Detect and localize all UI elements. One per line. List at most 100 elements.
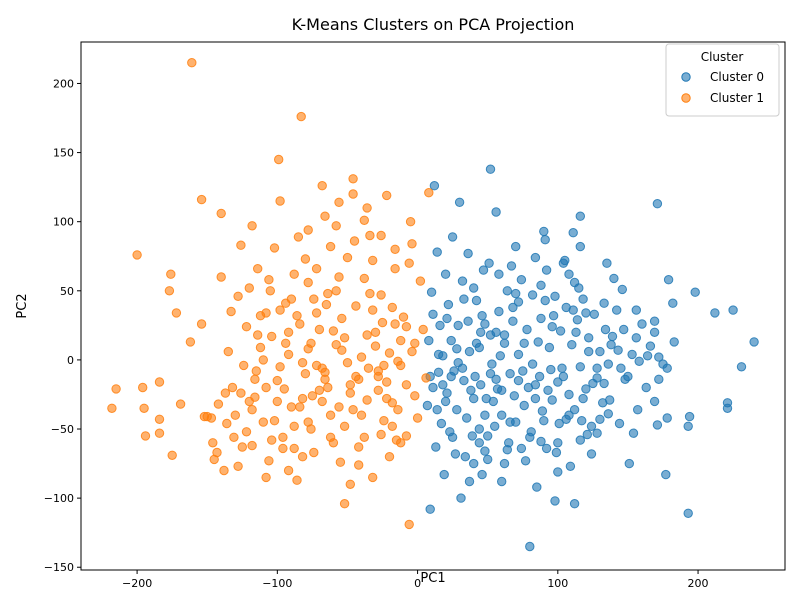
legend-title: Cluster	[701, 50, 744, 64]
data-point	[652, 420, 663, 430]
data-point	[502, 286, 512, 296]
data-point	[286, 402, 297, 412]
data-point	[485, 164, 496, 174]
data-point	[645, 341, 656, 351]
data-point	[550, 496, 560, 506]
x-tick-label: −100	[262, 577, 292, 590]
data-point	[154, 428, 165, 438]
legend-box	[665, 43, 780, 117]
data-point	[275, 362, 285, 372]
data-point	[432, 405, 442, 415]
data-point	[532, 482, 542, 492]
data-point	[363, 363, 374, 373]
data-point	[584, 333, 594, 343]
data-point	[171, 308, 182, 318]
data-point	[728, 305, 738, 315]
data-point	[499, 330, 510, 340]
data-point	[447, 232, 458, 242]
data-point	[407, 346, 417, 357]
data-point	[255, 311, 266, 321]
data-point	[222, 418, 232, 429]
data-point	[603, 409, 613, 419]
data-point	[359, 432, 369, 442]
data-point	[274, 154, 284, 165]
data-point	[623, 371, 633, 382]
data-point	[209, 454, 219, 465]
data-point	[415, 276, 426, 286]
data-point	[412, 413, 423, 423]
y-tick-label: 200	[53, 77, 74, 90]
data-point	[348, 174, 358, 184]
data-point	[410, 391, 420, 401]
data-point	[261, 382, 271, 393]
data-point	[530, 393, 541, 404]
data-point	[365, 230, 375, 241]
data-point	[370, 327, 381, 337]
data-point	[513, 349, 524, 360]
data-point	[390, 319, 400, 329]
data-point	[362, 330, 372, 340]
data-point	[499, 458, 510, 469]
data-point	[438, 380, 448, 390]
y-tick-label: −150	[44, 561, 74, 574]
x-axis-label: PC1	[420, 571, 445, 586]
data-point	[289, 269, 299, 279]
data-point	[508, 302, 518, 313]
data-point	[553, 377, 563, 387]
data-point	[609, 273, 619, 284]
data-point	[229, 432, 239, 442]
data-point	[598, 398, 608, 408]
data-point	[592, 363, 602, 373]
data-point	[513, 375, 524, 386]
data-point	[553, 467, 563, 477]
data-point	[553, 438, 563, 448]
legend-label-cluster-0: Cluster 0	[710, 70, 764, 84]
data-point	[323, 288, 333, 299]
data-point	[582, 429, 592, 440]
data-point	[522, 324, 532, 335]
data-point	[230, 410, 241, 420]
data-point	[581, 308, 591, 318]
data-point	[564, 269, 574, 279]
data-point	[533, 337, 543, 347]
data-point	[247, 440, 257, 451]
data-point	[584, 346, 594, 357]
data-point	[208, 438, 218, 448]
data-point	[589, 309, 599, 319]
data-point	[600, 324, 611, 335]
data-point	[265, 286, 275, 296]
data-point	[368, 472, 378, 483]
data-point	[527, 290, 538, 300]
data-point	[568, 228, 578, 238]
data-point	[339, 421, 350, 431]
data-point	[572, 315, 583, 325]
data-point	[433, 349, 444, 360]
data-point	[575, 211, 585, 221]
data-point	[376, 230, 386, 241]
data-point	[506, 261, 517, 271]
data-point	[325, 241, 336, 252]
data-point	[558, 258, 569, 268]
chart-title: K-Means Clusters on PCA Projection	[292, 15, 575, 34]
data-point	[348, 189, 358, 199]
data-point	[443, 299, 454, 310]
data-point	[484, 258, 494, 268]
data-point	[539, 226, 549, 237]
data-point	[247, 221, 257, 231]
data-point	[283, 327, 294, 337]
data-point	[642, 351, 653, 361]
data-point	[368, 305, 378, 315]
data-point	[373, 371, 383, 382]
data-point	[460, 452, 470, 462]
data-point	[289, 421, 299, 431]
data-point	[379, 360, 389, 371]
data-point	[543, 385, 553, 395]
data-point	[511, 241, 521, 252]
data-point	[362, 395, 372, 405]
data-point	[278, 443, 288, 454]
data-point	[269, 416, 280, 426]
data-point	[440, 396, 451, 407]
data-point	[382, 393, 392, 404]
data-point	[351, 371, 361, 382]
